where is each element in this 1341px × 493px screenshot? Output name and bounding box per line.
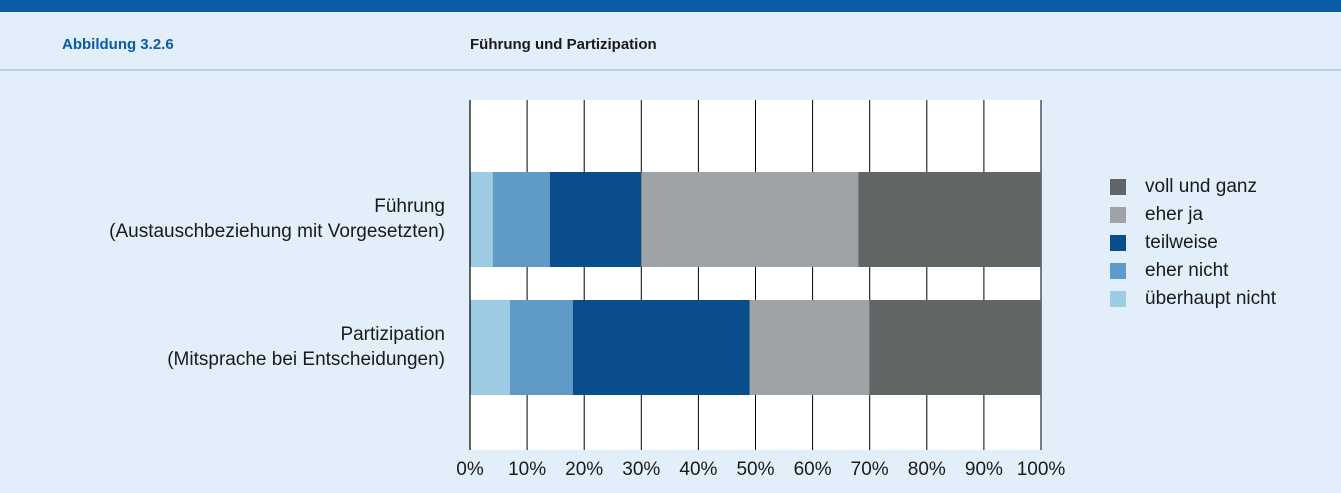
x-tick-label: 30% xyxy=(622,459,660,480)
x-tick-label: 70% xyxy=(851,459,889,480)
bar-segment xyxy=(572,300,750,395)
legend-label: voll und ganz xyxy=(1145,176,1257,197)
legend-label: eher ja xyxy=(1145,204,1204,225)
legend-label: teilweise xyxy=(1145,232,1218,253)
chart-title: Führung und Partizipation xyxy=(470,36,657,53)
bar-segment xyxy=(858,172,1041,267)
top-bar xyxy=(0,0,1341,12)
y-tick-label: Führung (Austauschbeziehung mit Vorgesetz… xyxy=(109,196,445,242)
legend-swatch xyxy=(1110,263,1126,279)
x-tick-label: 60% xyxy=(794,459,832,480)
bar-segment xyxy=(549,172,642,267)
x-tick-label: 10% xyxy=(508,459,546,480)
bar-segment xyxy=(749,300,870,395)
bar-segment xyxy=(492,172,550,267)
x-tick-label: 50% xyxy=(736,459,774,480)
x-tick-label: 80% xyxy=(908,459,946,480)
figure-label: Abbildung 3.2.6 xyxy=(62,36,174,53)
x-tick-label: 100% xyxy=(1017,459,1066,480)
x-tick-label: 90% xyxy=(965,459,1003,480)
x-tick-label: 20% xyxy=(565,459,603,480)
legend-label: eher nicht xyxy=(1145,260,1229,281)
bar-segment xyxy=(641,172,859,267)
legend-label: überhaupt nicht xyxy=(1145,288,1277,309)
legend-swatch xyxy=(1110,291,1126,307)
bar-segment xyxy=(869,300,1041,395)
x-tick-label: 40% xyxy=(679,459,717,480)
legend-swatch xyxy=(1110,179,1126,195)
bar-segment xyxy=(470,300,510,395)
y-tick-label: Partizipation (Mitsprache bei Entscheidun… xyxy=(167,324,445,370)
legend-swatch xyxy=(1110,235,1126,251)
bar-segment xyxy=(509,300,573,395)
legend-swatch xyxy=(1110,207,1126,223)
bar-segment xyxy=(470,172,493,267)
x-tick-label: 0% xyxy=(456,459,484,480)
